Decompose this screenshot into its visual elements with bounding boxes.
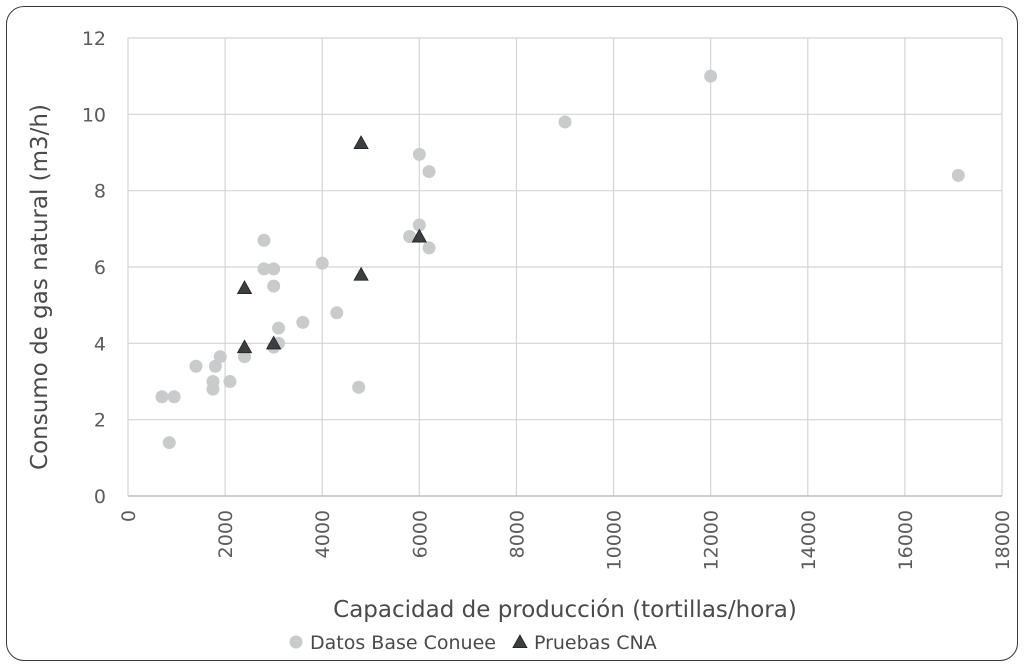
chart-frame	[6, 6, 1018, 661]
data-points	[155, 69, 965, 450]
data-point-circle	[422, 165, 436, 179]
data-point-circle	[412, 147, 426, 161]
y-tick-label: 4	[94, 333, 106, 355]
series-pruebas-cna	[236, 135, 428, 354]
data-point-circle	[422, 241, 436, 255]
y-tick-label: 0	[94, 486, 106, 508]
x-tick-label: 18000	[992, 510, 1014, 570]
data-point-circle	[238, 350, 252, 364]
data-point-circle	[352, 380, 366, 394]
data-point-circle	[951, 168, 965, 182]
tick-labels: 0 2 4 6 8 10 12 0 2000 4000 6000 8000 10000 12000 1400…	[82, 28, 1014, 570]
data-point-triangle	[353, 266, 369, 281]
data-point-circle	[162, 436, 176, 450]
x-tick-label: 4000	[312, 510, 334, 558]
data-point-circle	[155, 390, 169, 404]
data-point-triangle	[236, 280, 253, 294]
y-tick-label: 8	[94, 181, 106, 203]
data-point-circle	[330, 306, 344, 320]
data-point-circle	[558, 115, 572, 129]
x-tick-label: 0	[118, 510, 140, 522]
series-datos-base-conuee	[155, 69, 965, 450]
data-point-circle	[267, 279, 281, 293]
data-point-triangle	[411, 228, 428, 243]
data-point-circle	[272, 321, 286, 335]
x-tick-label: 2000	[215, 510, 237, 558]
y-tick-label: 10	[82, 104, 106, 126]
y-tick-label: 12	[82, 28, 106, 50]
data-point-triangle	[353, 135, 369, 149]
data-point-circle	[403, 229, 417, 243]
data-point-circle	[315, 256, 329, 270]
data-point-circle	[257, 262, 271, 276]
x-tick-label: 12000	[701, 510, 723, 570]
legend-triangle-icon	[512, 634, 528, 648]
y-tick-label: 2	[94, 410, 106, 432]
axes	[127, 38, 1002, 497]
data-point-circle	[267, 262, 281, 276]
legend-item: Datos Base Conuee	[289, 632, 496, 654]
data-point-circle	[213, 350, 227, 364]
data-point-circle	[412, 218, 426, 232]
legend-label: Datos Base Conuee	[310, 632, 496, 654]
data-point-circle	[206, 375, 220, 388]
x-tick-label: 14000	[798, 510, 820, 570]
x-axis-title: Capacidad de producción (tortillas/hora)	[333, 597, 797, 623]
legend-item: Pruebas CNA	[512, 632, 657, 654]
legend-label: Pruebas CNA	[534, 632, 657, 654]
x-tick-label: 8000	[506, 510, 528, 558]
data-point-triangle	[265, 335, 282, 350]
x-tick-label: 16000	[895, 510, 917, 570]
y-axis-title: Consumo de gas natural (m3/h)	[27, 104, 53, 470]
data-point-circle	[257, 233, 271, 247]
y-tick-label: 6	[94, 257, 106, 279]
data-point-circle	[704, 69, 718, 83]
legend: Datos Base Conuee Pruebas CNA	[289, 632, 657, 654]
legend-circle-icon	[289, 635, 303, 649]
x-tick-label: 6000	[409, 510, 431, 558]
data-point-circle	[223, 375, 237, 388]
data-point-circle	[189, 359, 203, 373]
data-point-circle	[296, 315, 310, 329]
data-point-circle	[167, 390, 181, 404]
data-point-triangle	[236, 339, 253, 354]
x-tick-label: 10000	[604, 510, 626, 570]
